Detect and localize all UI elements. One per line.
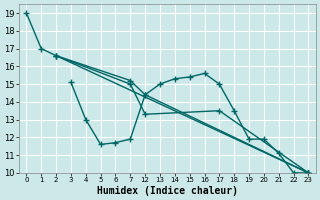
X-axis label: Humidex (Indice chaleur): Humidex (Indice chaleur) <box>97 186 238 196</box>
